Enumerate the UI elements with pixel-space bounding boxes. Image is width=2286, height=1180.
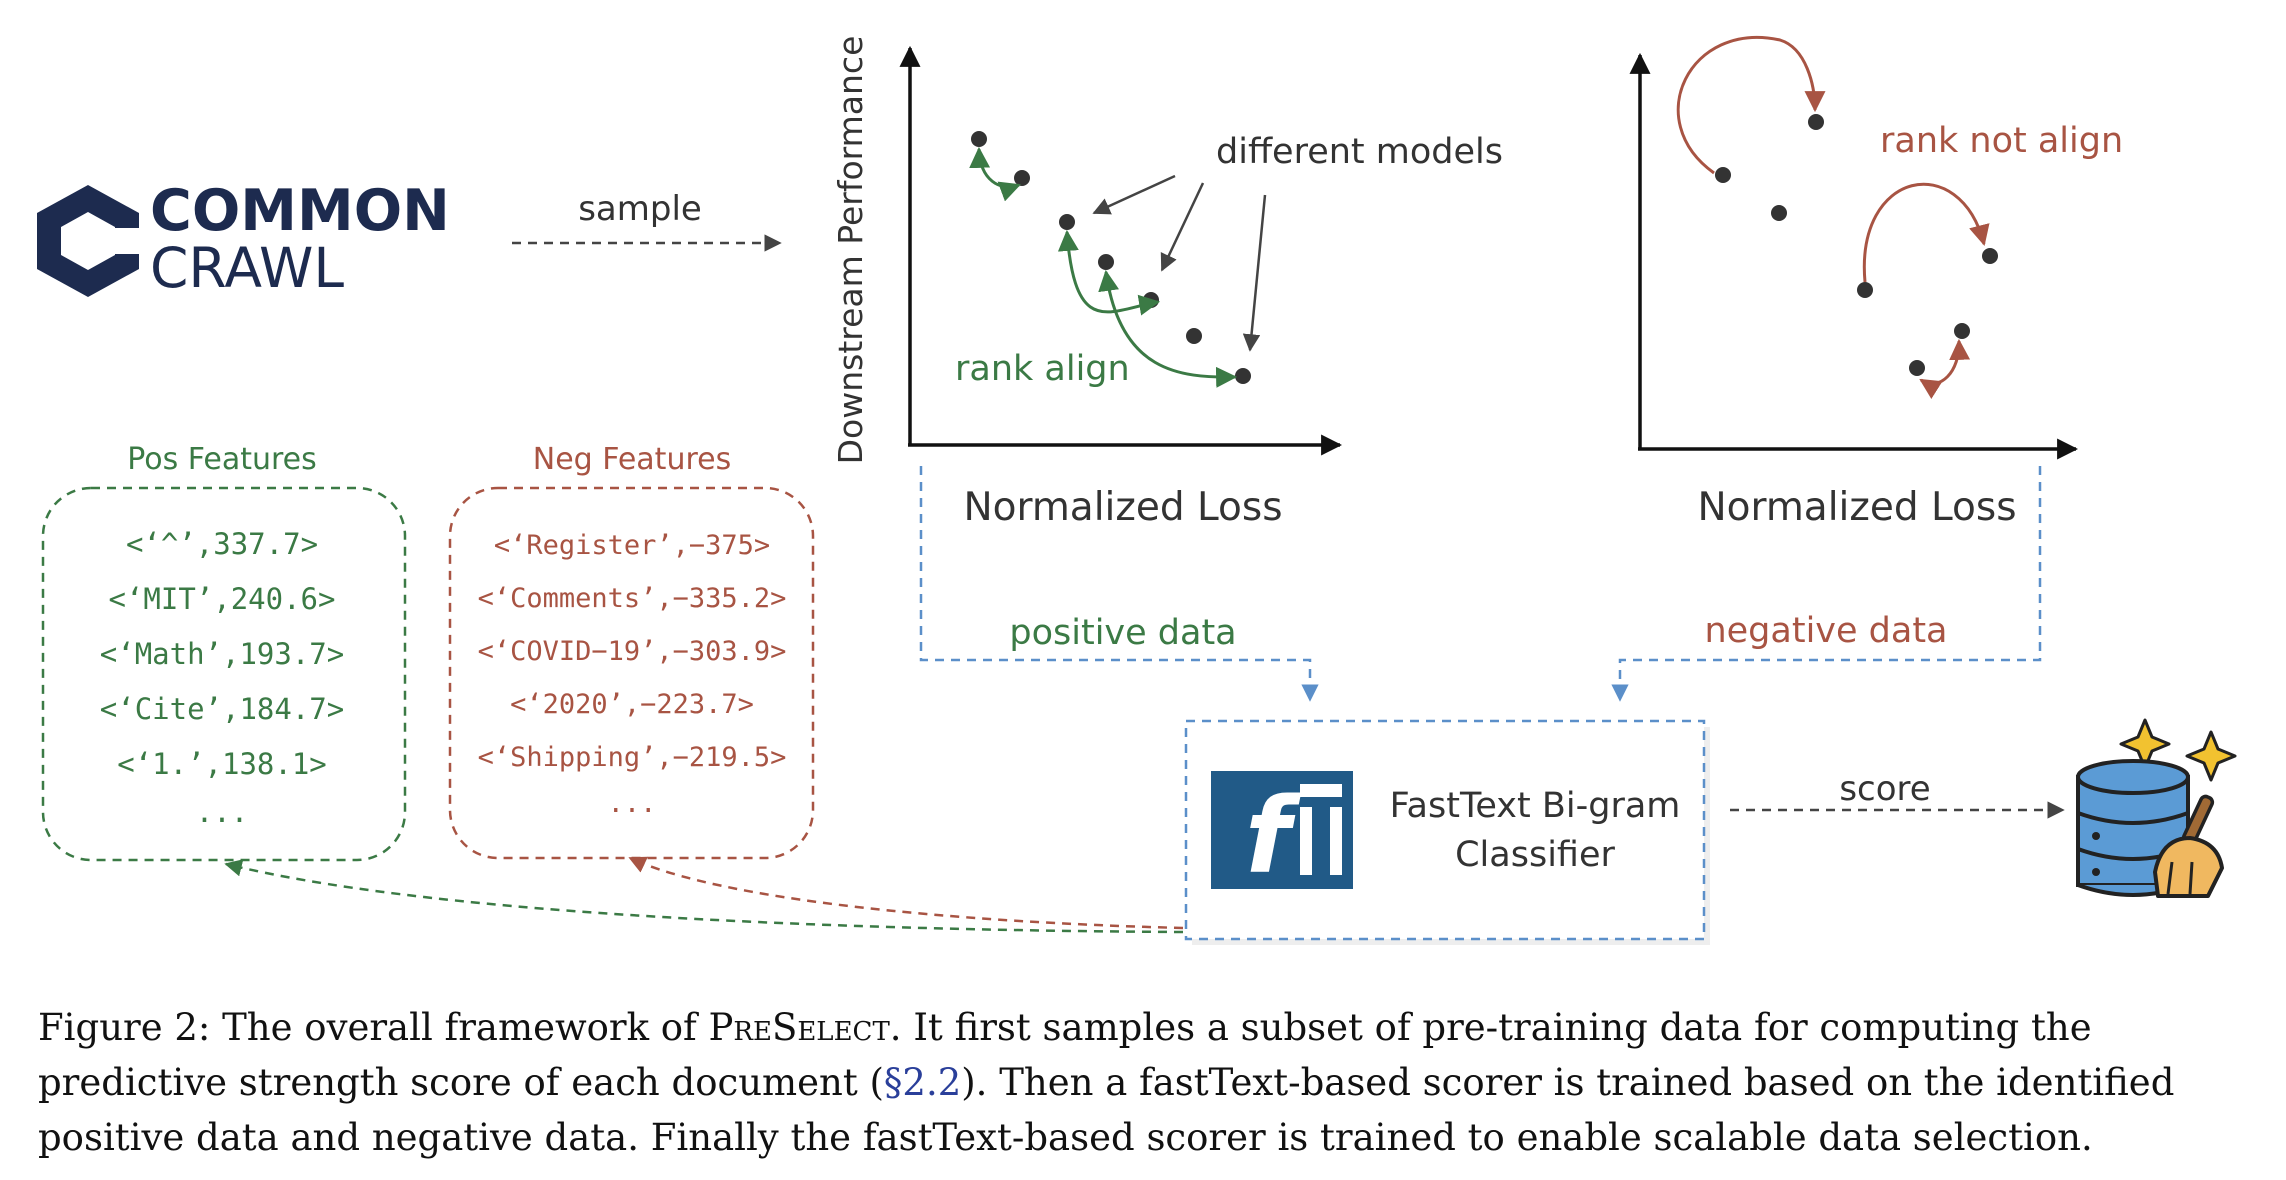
model-point <box>1982 248 1998 264</box>
database-broom-icon <box>2076 718 2237 898</box>
classifier-line-2: Classifier <box>1455 835 1615 875</box>
neg-feature-item: <‘Comments’,−335.2> <box>478 583 787 614</box>
logo-line-common: COMMON <box>150 178 450 244</box>
pos-features-title: Pos Features <box>127 442 317 477</box>
model-point <box>1909 360 1925 376</box>
annotation-rank-not-align: rank not align <box>1880 121 2123 161</box>
pos-feature-item: ... <box>196 795 248 829</box>
rank-not-align-arrow <box>1676 36 1826 175</box>
sparkle-icon <box>2185 730 2237 782</box>
neg-features-frame <box>448 486 815 860</box>
logo-line-crawl: CRAWL <box>150 236 344 300</box>
negative-data-connector <box>1611 466 2042 702</box>
negative-data-label: negative data <box>1704 611 1947 651</box>
rank-align-arrow <box>1098 269 1238 388</box>
pos-features-frame <box>41 486 407 862</box>
score-label: score <box>1839 769 1930 809</box>
rank-align-arrow <box>969 146 1021 202</box>
common-crawl-logo: COMMON CRAWL <box>37 178 450 300</box>
positive-data-connector <box>919 466 1319 702</box>
model-point <box>1954 323 1970 339</box>
pointer-arrow <box>1242 194 1267 352</box>
model-point <box>971 131 987 147</box>
pos-feedback-arrow <box>224 859 1184 934</box>
model-point <box>1771 205 1787 221</box>
pos-feature-item: <‘1.’,138.1> <box>117 747 327 781</box>
model-point <box>1808 114 1824 130</box>
pos-feature-item: <‘Cite’,184.7> <box>100 692 344 726</box>
neg-feature-item: ... <box>608 788 657 819</box>
neg-features-title: Neg Features <box>533 442 731 477</box>
figure-caption: Figure 2: The overall framework of PreSe… <box>38 1000 2263 1165</box>
plot-left-x-label: Normalized Loss <box>963 485 1282 530</box>
plot-left-y-label: Downstream Performance <box>831 36 870 465</box>
neg-feature-item: <‘COVID−19’,−303.9> <box>478 636 787 667</box>
model-point <box>1857 282 1873 298</box>
plot-right: Normalized Loss rank not align <box>1629 36 2123 530</box>
classifier-box: f FastText Bi-gram Classifier <box>1184 719 1710 945</box>
model-point <box>1014 170 1030 186</box>
caption-prefix: Figure 2: The overall framework of <box>38 1006 709 1049</box>
common-crawl-hexagon-icon <box>37 185 143 297</box>
model-point <box>1059 214 1075 230</box>
model-point <box>1098 254 1114 270</box>
fasttext-logo-icon: f <box>1211 771 1353 897</box>
model-point <box>1186 328 1202 344</box>
pos-feature-item: <‘^’,337.7> <box>126 527 318 561</box>
sample-label: sample <box>578 189 702 229</box>
annotation-different-models: different models <box>1216 132 1503 172</box>
caption-text-2: ). Then a fastText-based scorer is train… <box>38 1061 2175 1159</box>
neg-feature-item: <‘Shipping’,−219.5> <box>478 742 787 773</box>
positive-data-label: positive data <box>1009 613 1236 653</box>
caption-method-name: PreSelect <box>708 1006 890 1049</box>
neg-features-box: Neg Features <‘Register’,−375> <‘Comment… <box>448 442 815 860</box>
framework-diagram: COMMON CRAWL sample Downstream Performan… <box>37 36 2237 945</box>
pos-feature-item: <‘Math’,193.7> <box>100 637 344 671</box>
model-point <box>1715 167 1731 183</box>
plot-right-x-label: Normalized Loss <box>1697 485 2016 530</box>
caption-section-link[interactable]: §2.2 <box>883 1061 962 1104</box>
neg-feature-item: <‘Register’,−375> <box>494 530 770 561</box>
rank-not-align-arrow <box>1919 338 1971 399</box>
pointer-arrow <box>1160 182 1205 272</box>
caption-text-1: . It first samples a subset of pre-train… <box>38 1006 2092 1104</box>
rank-not-align-arrow <box>1862 182 1990 283</box>
pos-features-box: Pos Features <‘^’,337.7> <‘MIT’,240.6> <… <box>41 442 407 862</box>
pos-feature-item: <‘MIT’,240.6> <box>109 582 336 616</box>
plot-left: Downstream Performance Normalized Loss d… <box>831 36 1503 530</box>
pointer-arrow <box>1092 174 1176 215</box>
neg-feedback-arrow <box>628 856 1184 930</box>
classifier-line-1: FastText Bi-gram <box>1390 786 1681 826</box>
model-point <box>1235 368 1251 384</box>
annotation-rank-align: rank align <box>955 349 1130 389</box>
neg-feature-item: <‘2020’,−223.7> <box>510 689 754 720</box>
